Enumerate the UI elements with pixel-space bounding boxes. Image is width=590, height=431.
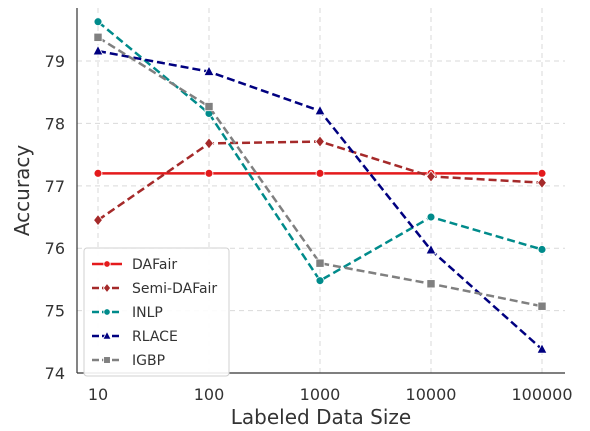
legend-label: INLP (132, 305, 163, 321)
data-point (426, 170, 436, 183)
data-point (92, 44, 104, 56)
data-point (204, 102, 214, 112)
data-point (314, 104, 326, 116)
data-point (536, 342, 548, 354)
data-point (315, 168, 325, 178)
x-tick-labels: 10 100 1000 10000 100000 (88, 385, 573, 404)
y-tick-label: 77 (45, 177, 65, 196)
x-axis-label: Labeled Data Size (231, 405, 411, 429)
legend-marker (103, 260, 111, 268)
legend-label: Semi-DAFair (132, 281, 217, 297)
x-tick-label: 100000 (511, 385, 572, 404)
data-point (204, 168, 214, 178)
data-point (426, 279, 436, 289)
legend-marker (102, 330, 112, 340)
data-point (204, 137, 214, 150)
legend: DAFair Semi-DAFair INLP RLACE IGBP (83, 247, 230, 377)
data-point (537, 245, 547, 254)
x-tick-label: 100 (194, 385, 225, 404)
y-tick-label: 76 (45, 239, 65, 258)
data-point (426, 212, 436, 222)
series-line (97, 20, 543, 282)
series-rlace (92, 44, 548, 354)
x-tick-label: 1000 (300, 385, 341, 404)
series-semi-dafair (93, 135, 547, 227)
series (92, 17, 548, 354)
legend-box (83, 247, 230, 377)
series-inlp (93, 17, 547, 286)
legend-item: RLACE (92, 329, 178, 345)
data-point (425, 243, 437, 255)
series-dafair (93, 168, 547, 178)
legend-label: DAFair (132, 257, 177, 273)
legend-marker (102, 282, 112, 294)
x-tick-label: 10000 (406, 385, 457, 404)
data-point (93, 32, 103, 42)
y-tick-label: 78 (45, 114, 65, 133)
legend-item: Semi-DAFair (92, 281, 217, 297)
x-tick-label: 10 (88, 385, 108, 404)
legend-item: INLP (92, 305, 163, 321)
legend-marker (103, 356, 111, 364)
legend-item: DAFair (92, 257, 177, 273)
data-point (315, 258, 325, 268)
data-point (93, 17, 103, 27)
series-line (97, 36, 543, 308)
data-point (93, 168, 103, 178)
y-tick-label: 74 (45, 364, 65, 383)
data-point (537, 176, 547, 189)
y-tick-label: 75 (45, 302, 65, 321)
legend-label: RLACE (132, 329, 178, 345)
data-point (315, 135, 325, 148)
y-axis-label: Accuracy (10, 145, 34, 236)
legend-label: IGBP (132, 353, 165, 369)
y-tick-label: 79 (45, 52, 65, 71)
data-point (537, 168, 547, 178)
data-point (93, 213, 103, 227)
data-point (203, 65, 215, 76)
legend-item: IGBP (92, 353, 165, 369)
y-tick-labels: 74 75 76 77 78 79 (45, 52, 65, 383)
data-point (537, 301, 547, 311)
legend-marker (103, 308, 111, 316)
data-point (315, 276, 325, 286)
series-igbp (93, 32, 547, 311)
